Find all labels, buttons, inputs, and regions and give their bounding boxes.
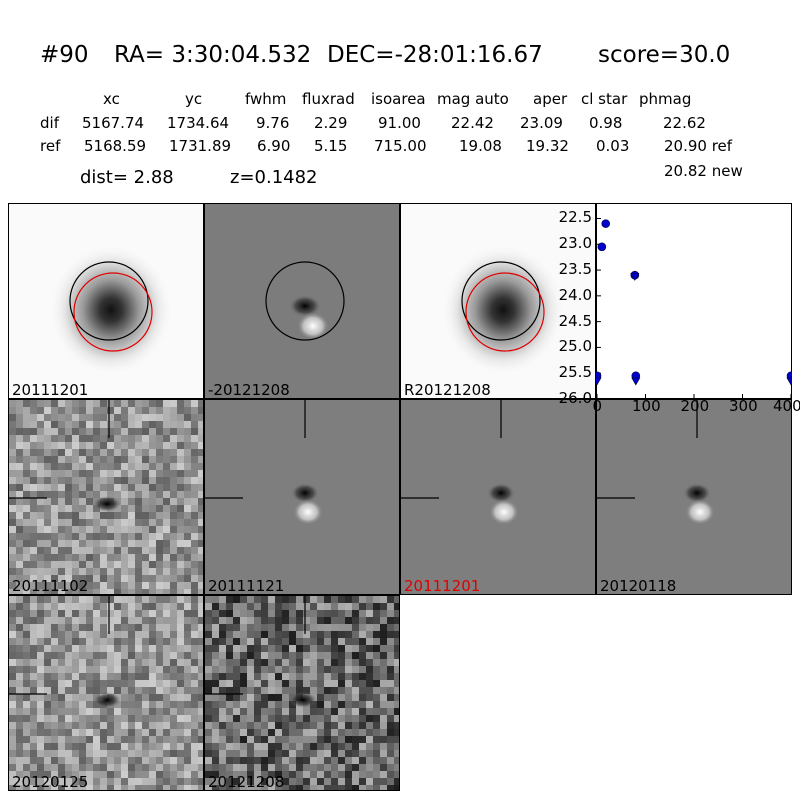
image-panel: 20111201 — [400, 399, 596, 595]
image-panel: 20111102 — [8, 399, 204, 595]
data-point-triangle — [631, 377, 641, 386]
data-point-triangle — [630, 272, 640, 281]
host-galaxy — [441, 244, 565, 376]
plot-frame — [596, 203, 792, 399]
ref-xc: 5168.59 — [84, 137, 147, 155]
aperture-circle-red — [465, 272, 545, 352]
panel-image — [9, 204, 203, 398]
ref-fluxrad: 5.15 — [314, 137, 348, 155]
y-tick-label: 24.0 — [558, 285, 592, 304]
image-panel: 20120118 — [596, 399, 792, 595]
plot-svg — [592, 203, 796, 400]
image-panel: -20121208 — [204, 203, 400, 399]
y-tick-label: 24.5 — [558, 311, 592, 330]
panel-date-label: 20120125 — [12, 773, 89, 791]
data-point-circle — [597, 242, 607, 252]
score: score=30.0 — [598, 42, 731, 68]
dif-fluxrad: 2.29 — [314, 114, 348, 132]
panel-date-label: 20111201 — [12, 381, 89, 399]
col-phmag: phmag — [639, 90, 692, 108]
y-tick-label: 23.0 — [558, 234, 592, 253]
ra-coordinate: RA= 3:30:04.532 — [114, 42, 312, 68]
col-fluxrad: fluxrad — [302, 90, 355, 108]
panel-image — [205, 596, 399, 790]
data-point-circle — [601, 219, 611, 228]
ref-mag-auto: 19.08 — [459, 137, 502, 155]
panel-date-label: 20120118 — [600, 577, 677, 595]
x-tick-label: 200 — [680, 397, 710, 415]
x-tick-label: 300 — [729, 397, 758, 415]
magnitude-plot — [592, 203, 796, 400]
aperture-circle-black — [265, 261, 345, 341]
col-mag-auto: mag auto — [437, 90, 509, 108]
panel-date-label: 20111102 — [12, 577, 89, 595]
panel-image — [9, 596, 203, 790]
col-fwhm: fwhm — [245, 90, 287, 108]
panel-date-label: R20121208 — [404, 381, 491, 399]
panel-image — [401, 400, 595, 594]
dif-mag-auto: 22.42 — [451, 114, 494, 132]
y-tick-label: 22.5 — [558, 208, 592, 227]
image-panel: R20121208 — [400, 203, 596, 399]
panel-image — [597, 400, 791, 594]
panel-image — [205, 400, 399, 594]
ref-phmag: 20.90 ref — [664, 137, 733, 155]
aperture-circle-red — [73, 272, 153, 352]
image-panel: 20111201 — [8, 203, 204, 399]
dec-coordinate: DEC=-28:01:16.67 — [327, 42, 543, 68]
col-yc: yc — [185, 90, 203, 108]
host-galaxy — [49, 244, 173, 376]
dif-cl-star: 0.98 — [589, 114, 623, 132]
panel-image — [401, 204, 595, 398]
ref-yc: 1731.89 — [169, 137, 232, 155]
panel-date-label: 20121208 — [208, 773, 285, 791]
phmag-new: 20.82 new — [664, 162, 743, 180]
ref-fwhm: 6.90 — [257, 137, 291, 155]
col-isoarea: isoarea — [371, 90, 426, 108]
ref-cl-star: 0.03 — [596, 137, 630, 155]
ref-aper: 19.32 — [526, 137, 569, 155]
dif-phmag: 22.62 — [663, 114, 706, 132]
dif-isoarea: 91.00 — [378, 114, 421, 132]
object-id: #90 — [40, 42, 89, 68]
panel-date-label: 20111201 — [404, 577, 481, 595]
col-xc: xc — [103, 90, 120, 108]
y-tick-label: 25.0 — [558, 337, 592, 356]
y-tick-label: 25.5 — [558, 363, 592, 382]
aperture-circle-black — [69, 261, 149, 341]
y-tick-label: 26.0 — [558, 389, 592, 407]
row-dif-label: dif — [40, 114, 59, 132]
x-tick-label: 0 — [592, 397, 603, 415]
y-tick-label: 23.5 — [558, 260, 592, 279]
x-tick-label: 400 — [773, 397, 800, 415]
image-panel: 20120125 — [8, 595, 204, 791]
redshift-value: z=0.1482 — [230, 167, 318, 188]
panel-date-label: -20121208 — [208, 381, 290, 399]
aperture-circle-black — [461, 261, 541, 341]
dif-fwhm: 9.76 — [256, 114, 290, 132]
image-panel: 20121208 — [204, 595, 400, 791]
panel-date-label: 20111121 — [208, 577, 285, 595]
dif-yc: 1734.64 — [167, 114, 230, 132]
dif-aper: 23.09 — [520, 114, 563, 132]
ref-isoarea: 715.00 — [374, 137, 427, 155]
col-cl-star: cl star — [581, 90, 628, 108]
dist-value: dist= 2.88 — [80, 167, 174, 188]
panel-image — [205, 204, 399, 398]
dif-xc: 5167.74 — [82, 114, 145, 132]
image-panel: 20111121 — [204, 399, 400, 595]
col-aper: aper — [533, 90, 568, 108]
panel-image — [9, 400, 203, 594]
x-tick-label: 100 — [632, 397, 661, 415]
row-ref-label: ref — [40, 137, 61, 155]
